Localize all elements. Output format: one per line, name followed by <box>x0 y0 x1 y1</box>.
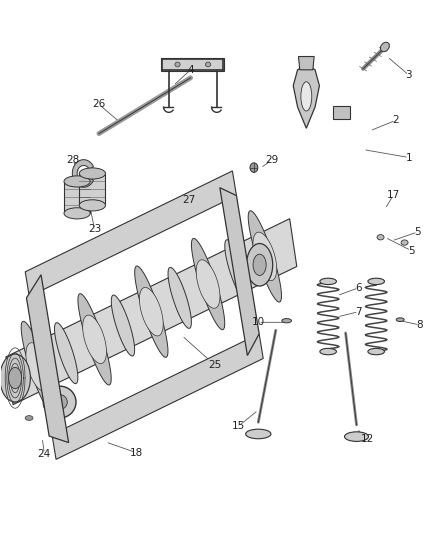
Ellipse shape <box>79 200 106 211</box>
Polygon shape <box>298 56 314 70</box>
Polygon shape <box>191 238 225 330</box>
Text: 1: 1 <box>406 152 412 163</box>
Ellipse shape <box>250 163 258 172</box>
Polygon shape <box>6 219 297 405</box>
Ellipse shape <box>401 240 408 245</box>
Text: 28: 28 <box>66 155 79 165</box>
Polygon shape <box>248 211 282 302</box>
Text: 4: 4 <box>187 65 194 75</box>
Text: 24: 24 <box>38 449 51 458</box>
Text: 6: 6 <box>355 283 362 293</box>
Text: 10: 10 <box>252 317 265 327</box>
Ellipse shape <box>9 367 21 389</box>
Text: 8: 8 <box>417 320 423 330</box>
Polygon shape <box>83 315 106 364</box>
Polygon shape <box>196 260 220 308</box>
Text: 23: 23 <box>88 224 101 235</box>
Text: 17: 17 <box>387 190 400 200</box>
Polygon shape <box>168 268 191 328</box>
Ellipse shape <box>175 62 180 67</box>
Polygon shape <box>139 287 163 336</box>
Polygon shape <box>253 232 277 281</box>
Text: 26: 26 <box>92 99 106 109</box>
Text: 25: 25 <box>208 360 221 370</box>
Polygon shape <box>54 322 78 384</box>
Polygon shape <box>52 334 263 459</box>
Polygon shape <box>225 240 248 301</box>
Polygon shape <box>21 321 54 413</box>
Text: 29: 29 <box>265 155 278 165</box>
Text: 3: 3 <box>406 70 412 80</box>
Ellipse shape <box>320 349 336 355</box>
Ellipse shape <box>282 319 291 323</box>
Text: 27: 27 <box>182 195 195 205</box>
Polygon shape <box>72 160 93 187</box>
Polygon shape <box>78 294 111 385</box>
Polygon shape <box>26 275 69 442</box>
Polygon shape <box>161 58 224 71</box>
Ellipse shape <box>253 254 266 276</box>
Ellipse shape <box>301 82 312 111</box>
Text: 18: 18 <box>129 448 143 457</box>
Ellipse shape <box>377 235 384 240</box>
Ellipse shape <box>43 386 76 418</box>
Polygon shape <box>79 173 106 205</box>
Text: 12: 12 <box>361 434 374 445</box>
Ellipse shape <box>64 176 90 187</box>
Ellipse shape <box>345 432 368 441</box>
Ellipse shape <box>320 278 336 285</box>
Ellipse shape <box>380 42 389 52</box>
Ellipse shape <box>64 208 90 219</box>
Text: 2: 2 <box>392 115 399 125</box>
Polygon shape <box>220 188 259 356</box>
Ellipse shape <box>246 429 271 439</box>
Ellipse shape <box>25 416 33 421</box>
Text: 15: 15 <box>232 421 245 431</box>
Polygon shape <box>64 181 90 213</box>
Ellipse shape <box>52 394 67 409</box>
Ellipse shape <box>368 278 385 285</box>
Text: 5: 5 <box>408 246 414 255</box>
Polygon shape <box>332 106 350 119</box>
Ellipse shape <box>396 318 404 321</box>
Ellipse shape <box>368 349 385 355</box>
Ellipse shape <box>205 62 211 67</box>
Ellipse shape <box>247 244 273 286</box>
Polygon shape <box>25 171 237 296</box>
Polygon shape <box>26 343 49 391</box>
Ellipse shape <box>79 168 106 179</box>
Ellipse shape <box>0 354 30 402</box>
Polygon shape <box>134 266 168 358</box>
Polygon shape <box>293 64 319 128</box>
Text: 5: 5 <box>414 227 421 237</box>
Text: 7: 7 <box>355 306 362 317</box>
Polygon shape <box>111 295 134 356</box>
